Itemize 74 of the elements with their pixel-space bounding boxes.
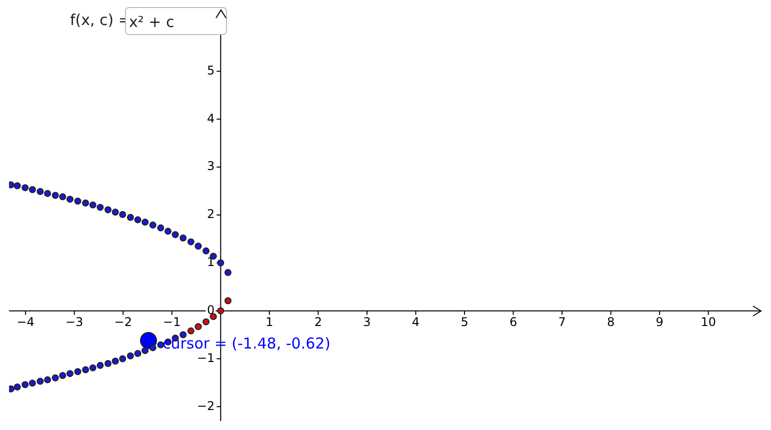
point: [202, 318, 210, 326]
x-tick-label: 8: [606, 314, 615, 329]
point: [59, 193, 66, 200]
x-tick-label: 7: [558, 314, 566, 329]
point: [112, 358, 119, 365]
x-tick-label: 6: [509, 314, 518, 329]
point: [22, 184, 29, 192]
point: [104, 360, 112, 368]
point: [142, 347, 149, 354]
point: [149, 344, 156, 352]
point: [14, 383, 21, 390]
point: [44, 190, 52, 197]
point: [14, 182, 21, 190]
point: [89, 201, 96, 208]
point: [96, 204, 104, 211]
point: [180, 234, 187, 242]
point: [164, 228, 172, 235]
point: [22, 381, 29, 388]
y-tick-label: 4: [207, 111, 215, 126]
x-tick-label: −1: [163, 314, 181, 329]
point: [224, 297, 232, 304]
point: [134, 350, 142, 357]
point: [82, 366, 90, 374]
y-tick-label: 5: [207, 63, 215, 78]
point: [119, 355, 126, 362]
point: [172, 231, 179, 238]
point: [194, 242, 202, 250]
point: [28, 186, 36, 194]
point: [52, 192, 59, 199]
point: [82, 200, 90, 207]
point: [187, 327, 194, 334]
point: [149, 222, 156, 229]
point: [126, 214, 134, 221]
x-tick-label: 9: [656, 314, 664, 329]
point: [52, 374, 59, 382]
point: [202, 247, 210, 254]
point: [194, 323, 202, 330]
y-tick-label: −2: [196, 398, 215, 413]
point: [74, 368, 82, 376]
x-tick-label: −2: [114, 314, 132, 329]
text-input-field: x² + c: [125, 7, 227, 35]
point: [224, 268, 232, 276]
y-tick-label: 2: [207, 207, 215, 222]
point: [217, 307, 224, 314]
x-tick-label: 4: [412, 314, 420, 329]
point: [36, 188, 44, 196]
x-tick-label: 5: [460, 314, 468, 329]
y-tick-label: 0: [207, 302, 215, 317]
point: [119, 211, 126, 218]
point: [96, 362, 104, 369]
point: [187, 238, 194, 246]
point: [44, 376, 52, 384]
point: [112, 208, 119, 216]
point: [36, 378, 44, 385]
point: [157, 224, 164, 232]
x-tick-label: 10: [700, 314, 716, 329]
point: [142, 218, 149, 226]
point: [217, 259, 224, 266]
point: [59, 372, 66, 379]
point: [28, 380, 36, 387]
point: [66, 370, 74, 378]
point: [89, 364, 96, 372]
x-tick-label: 1: [266, 314, 274, 329]
x-tick-label: −3: [66, 314, 84, 329]
point: [104, 206, 112, 214]
point: [66, 196, 74, 203]
point: [134, 216, 142, 224]
x-tick-label: 3: [363, 314, 371, 329]
point: [74, 198, 82, 205]
x-tick-label: −4: [16, 314, 34, 329]
y-tick-label: −1: [196, 350, 215, 365]
x-tick-label: 2: [314, 314, 322, 329]
y-tick-label: 3: [207, 159, 215, 174]
point: [126, 352, 134, 360]
